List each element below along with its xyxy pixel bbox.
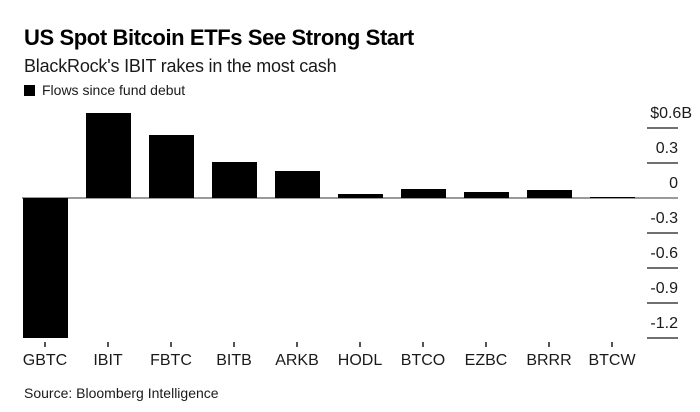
y-axis-label-0: 0: [669, 175, 678, 192]
x-axis-label-btco: BTCO: [400, 352, 446, 369]
x-axis-label-gbtc: GBTC: [22, 352, 68, 369]
y-axis-label--0.9: -0.9: [650, 280, 678, 297]
x-axis-tick-btcw: [611, 342, 613, 347]
x-axis-tick-ibit: [107, 342, 109, 347]
y-axis-label--0.3: -0.3: [650, 210, 678, 227]
x-axis-tick-bitb: [233, 342, 235, 347]
x-axis-label-arkb: ARKB: [275, 352, 319, 369]
y-axis-tick--0.9: [647, 302, 678, 304]
bar-bitb: [211, 161, 257, 198]
y-axis-tick--0.6: [647, 267, 678, 269]
x-axis-label-btcw: BTCW: [588, 352, 636, 369]
x-axis-label-hodl: HODL: [337, 352, 383, 369]
bar-ezbc: [463, 192, 509, 198]
y-axis-label--0.6: -0.6: [650, 245, 678, 262]
source-note: Source: Bloomberg Intelligence: [24, 385, 219, 401]
bar-btco: [400, 188, 446, 198]
legend-label: Flows since fund debut: [42, 82, 186, 98]
y-axis-tick-0.3: [647, 161, 678, 164]
bar-ibit: [85, 112, 131, 198]
x-axis-tick-ezbc: [485, 342, 487, 347]
x-axis-label-ezbc: EZBC: [464, 352, 508, 369]
bar-gbtc: [22, 198, 68, 338]
bar-fbtc: [148, 134, 194, 198]
y-axis-tick-$0.6B: [647, 126, 678, 129]
bar-btcw: [589, 196, 635, 198]
legend-swatch-icon: [24, 85, 35, 96]
x-axis-tick-brrr: [548, 342, 550, 347]
bar-arkb: [274, 171, 320, 198]
x-axis-tick-gbtc: [44, 342, 46, 347]
y-axis-tick--1.2: [647, 337, 678, 339]
x-axis-label-ibit: IBIT: [93, 352, 123, 369]
zero-axis-line: [22, 197, 678, 199]
x-axis-tick-hodl: [359, 342, 361, 347]
y-axis-label--1.2: -1.2: [650, 315, 678, 332]
x-axis-label-fbtc: FBTC: [150, 352, 192, 369]
bar-hodl: [337, 194, 383, 198]
x-axis-label-bitb: BITB: [216, 352, 252, 369]
y-axis-label-$0.6B: $0.6B: [650, 104, 692, 122]
y-axis-tick--0.3: [647, 232, 678, 234]
x-axis-tick-btco: [422, 342, 424, 347]
x-axis-tick-fbtc: [170, 342, 172, 347]
chart-title: US Spot Bitcoin ETFs See Strong Start: [24, 25, 414, 50]
chart-subtitle: BlackRock's IBIT rakes in the most cash: [24, 56, 337, 76]
x-axis-tick-arkb: [296, 342, 298, 347]
chart-legend: Flows since fund debut: [24, 83, 185, 98]
y-axis-label-0.3: 0.3: [655, 139, 678, 157]
x-axis-label-brrr: BRRR: [526, 352, 572, 369]
bar-brrr: [526, 189, 572, 198]
